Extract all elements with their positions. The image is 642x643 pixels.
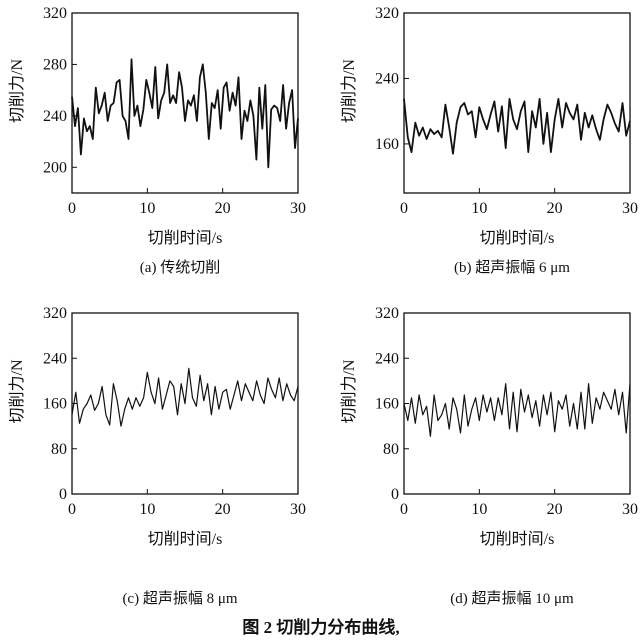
x-tick-label: 0 (400, 200, 408, 217)
x-axis-label: 切削时间/s (148, 229, 223, 247)
series-line (71, 58, 299, 169)
x-tick-label: 0 (400, 501, 408, 518)
x-tick-label: 10 (139, 200, 155, 217)
x-tick-label: 10 (139, 501, 155, 518)
x-tick-label: 20 (547, 200, 563, 217)
subplot-caption: (a) 传统切削 (140, 259, 220, 276)
x-tick-label: 30 (622, 501, 638, 518)
y-tick-label: 200 (43, 159, 67, 176)
x-axis-label: 切削时间/s (480, 530, 555, 548)
y-tick-label: 320 (43, 5, 67, 22)
y-axis-label: 切削力/N (8, 59, 26, 123)
y-tick-label: 80 (383, 441, 399, 458)
x-tick-label: 10 (471, 200, 487, 217)
plot-frame (403, 312, 631, 495)
x-tick-label: 30 (290, 501, 306, 518)
x-axis-label: 切削时间/s (480, 229, 555, 247)
y-tick-label: 240 (43, 350, 67, 367)
series-line (71, 367, 299, 427)
x-tick-label: 30 (622, 200, 638, 217)
figure-caption: 图 2 切削力分布曲线, (242, 617, 399, 637)
x-tick-label: 30 (290, 200, 306, 217)
y-axis-label: 切削力/N (340, 59, 358, 123)
y-tick-label: 0 (59, 486, 67, 503)
x-tick-label: 20 (547, 501, 563, 518)
x-tick-label: 20 (215, 200, 231, 217)
y-tick-label: 160 (43, 396, 67, 413)
plot-frame (71, 12, 299, 194)
y-tick-label: 320 (375, 305, 399, 322)
subplot-caption: (c) 超声振幅 8 μm (122, 589, 237, 607)
y-tick-label: 80 (51, 441, 67, 458)
y-tick-label: 240 (43, 108, 67, 125)
subplot-caption: (d) 超声振幅 10 μm (450, 589, 574, 607)
subplot-caption: (b) 超声振幅 6 μm (454, 258, 570, 276)
y-tick-label: 160 (375, 396, 399, 413)
x-tick-label: 0 (68, 501, 76, 518)
y-tick-label: 0 (391, 486, 399, 503)
y-tick-label: 240 (375, 350, 399, 367)
x-tick-label: 0 (68, 200, 76, 217)
y-tick-label: 160 (375, 136, 399, 153)
x-tick-label: 20 (215, 501, 231, 518)
y-axis-label: 切削力/N (8, 359, 26, 423)
plot-frame (403, 12, 631, 194)
y-axis-label: 切削力/N (340, 359, 358, 423)
x-tick-label: 10 (471, 501, 487, 518)
series-line (403, 383, 631, 437)
y-tick-label: 320 (375, 5, 399, 22)
y-tick-label: 240 (375, 70, 399, 87)
y-tick-label: 320 (43, 305, 67, 322)
x-axis-label: 切削时间/s (148, 530, 223, 548)
y-tick-label: 280 (43, 56, 67, 73)
series-line (403, 98, 631, 155)
